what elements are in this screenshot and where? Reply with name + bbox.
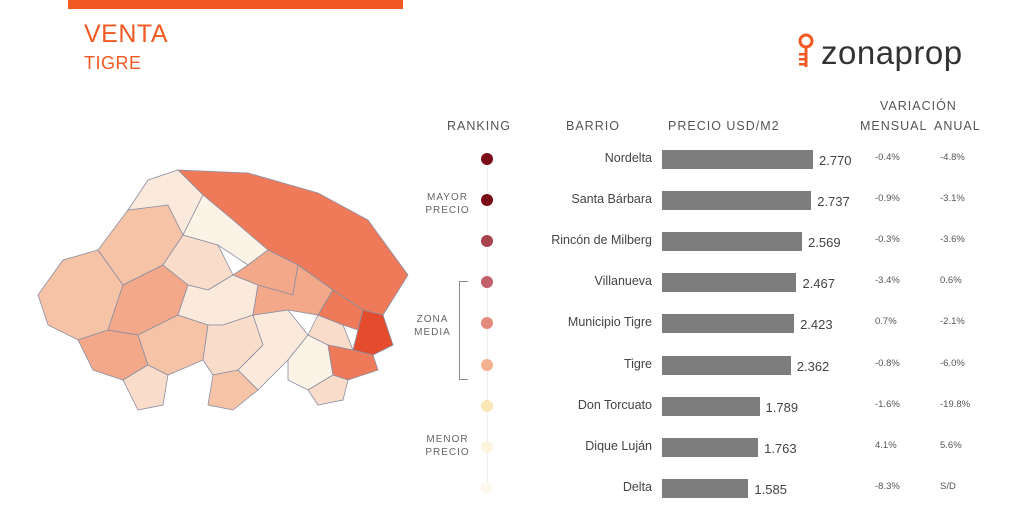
- price-value-label: 2.362: [796, 358, 830, 374]
- group-zona-media: ZONA MEDIA: [405, 313, 460, 339]
- price-bar: [662, 437, 759, 457]
- barrio-label: Delta: [622, 479, 652, 494]
- map-region: [122, 364, 169, 411]
- mensual-value: 0.7%: [875, 316, 897, 328]
- zona-media-bracket: [459, 281, 468, 380]
- group-zona-line2: MEDIA: [414, 327, 451, 338]
- price-value-label: 1.585: [754, 481, 787, 497]
- rank-dot: [481, 358, 493, 371]
- col-variacion: VARIACIÓN: [880, 99, 957, 113]
- group-menor-line1: MENOR: [426, 434, 469, 445]
- map-region: [307, 314, 354, 351]
- price-value-label: 2.737: [817, 194, 850, 210]
- anual-value: -3.6%: [940, 234, 965, 246]
- col-barrio: BARRIO: [566, 119, 620, 133]
- price-value-label: 2.467: [802, 276, 836, 292]
- barrio-label: Municipio Tigre: [567, 315, 652, 330]
- group-mayor-line2: PRECIO: [425, 205, 470, 216]
- mensual-value: -3.4%: [875, 275, 900, 287]
- price-value-label: 1.763: [764, 440, 797, 456]
- group-zona-line1: ZONA: [416, 314, 449, 325]
- rank-dot: [481, 276, 493, 289]
- barrio-label: Villanueva: [594, 274, 652, 289]
- district-map: [37, 169, 409, 411]
- anual-value: 5.6%: [940, 439, 962, 451]
- col-anual: ANUAL: [934, 119, 981, 133]
- group-mayor-precio: MAYOR PRECIO: [420, 191, 475, 217]
- price-bar: [662, 478, 749, 498]
- anual-value: -6.0%: [940, 357, 965, 369]
- rank-dot: [481, 194, 493, 207]
- mensual-value: -0.4%: [875, 152, 900, 163]
- group-menor-precio: MENOR PRECIO: [420, 433, 475, 459]
- anual-value: -4.8%: [940, 152, 965, 163]
- page-title: VENTA: [84, 20, 168, 48]
- anual-value: -3.1%: [940, 193, 965, 205]
- mensual-value: 4.1%: [875, 439, 897, 451]
- rank-dot: [481, 317, 493, 330]
- price-bar: [662, 355, 791, 375]
- price-value-label: 2.770: [819, 153, 852, 168]
- rank-dot: [481, 399, 493, 412]
- col-mensual: MENSUAL: [860, 119, 928, 133]
- price-value-label: 2.569: [808, 235, 841, 251]
- page-subtitle: TIGRE: [84, 53, 142, 73]
- rank-dot: [481, 235, 493, 248]
- barrio-label: Rincón de Milberg: [551, 233, 652, 248]
- rank-dot: [481, 440, 493, 453]
- map-region: [207, 369, 259, 411]
- price-bar: [662, 150, 813, 169]
- price-bar: [662, 273, 797, 293]
- map-region: [307, 374, 349, 406]
- price-bar: [662, 191, 812, 211]
- rank-dot: [481, 153, 493, 165]
- barrio-label: Tigre: [623, 356, 652, 371]
- barrio-label: Santa Bárbara: [571, 192, 652, 207]
- barrio-label: Don Torcuato: [577, 397, 652, 412]
- mensual-value: -8.3%: [875, 480, 900, 492]
- mensual-value: -1.6%: [875, 398, 900, 410]
- col-ranking: RANKING: [447, 119, 511, 133]
- price-bar: [662, 314, 795, 334]
- top-accent-bar: [68, 0, 403, 9]
- price-bar: [662, 232, 803, 252]
- barrio-label: Nordelta: [604, 151, 652, 165]
- price-value-label: 1.789: [765, 399, 799, 415]
- rank-dot: [481, 481, 493, 494]
- logo-wordmark: zonaprop: [821, 34, 963, 71]
- price-value-label: 2.423: [800, 317, 833, 333]
- anual-value: -19.8%: [940, 398, 971, 410]
- anual-value: S/D: [940, 480, 956, 492]
- price-bar: [662, 396, 760, 416]
- group-mayor-line1: MAYOR: [427, 192, 468, 203]
- group-menor-line2: PRECIO: [425, 447, 470, 458]
- mensual-value: -0.9%: [875, 193, 900, 205]
- barrio-label: Dique Luján: [585, 438, 652, 453]
- key-icon: [798, 33, 814, 67]
- anual-value: 0.6%: [940, 275, 962, 287]
- zonaprop-logo: zonaprop: [795, 30, 963, 76]
- col-precio: PRECIO USD/M2: [668, 119, 780, 133]
- anual-value: -2.1%: [940, 316, 965, 328]
- mensual-value: -0.8%: [875, 357, 900, 369]
- mensual-value: -0.3%: [875, 234, 900, 246]
